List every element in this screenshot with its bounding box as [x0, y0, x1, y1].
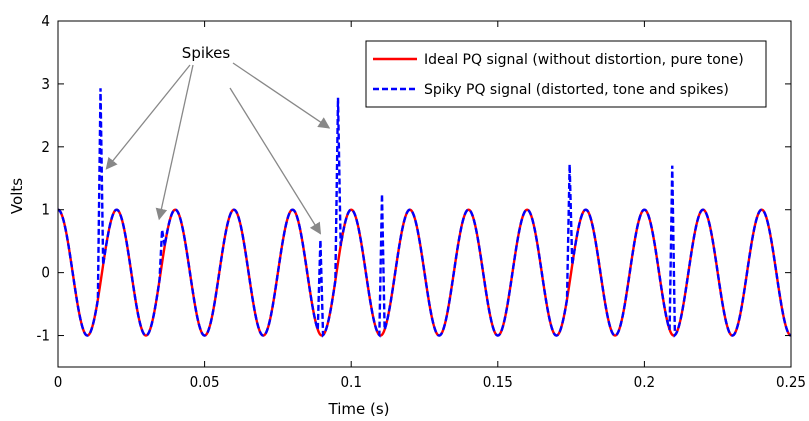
- y-tick-label: 0: [41, 264, 50, 282]
- x-tick-label: 0.1: [340, 373, 361, 391]
- legend-box: [365, 40, 767, 108]
- x-tick-label: 0.05: [190, 373, 220, 391]
- y-tick-label: 3: [41, 75, 50, 93]
- x-tick-label: 0.2: [634, 373, 655, 391]
- legend: Ideal PQ signal (without distortion, pur…: [365, 40, 767, 108]
- series-line-spiky: [57, 88, 792, 338]
- spike-arrow: [229, 87, 322, 235]
- spike-arrow: [155, 64, 194, 221]
- x-tick-label: 0.25: [776, 373, 806, 391]
- x-tick-label: 0.15: [483, 373, 513, 391]
- y-tick-label: 2: [41, 138, 50, 156]
- legend-label-spiky: Spiky PQ signal (distorted, tone and spi…: [424, 82, 729, 98]
- y-tick-label: 1: [41, 201, 50, 219]
- x-axis-label: Time (s): [328, 400, 390, 418]
- ticks-layer: 0 0.05 0.1 0.15 0.2 0.25 -1 0 1 2 3 4: [37, 12, 806, 391]
- legend-label-ideal: Ideal PQ signal (without distortion, pur…: [424, 52, 744, 68]
- y-axis-label: Volts: [8, 178, 26, 214]
- y-tick-label: -1: [37, 327, 50, 345]
- plot-frame: [57, 20, 792, 368]
- spike-arrow: [105, 64, 191, 170]
- annotation-layer: Spikes: [105, 44, 331, 235]
- x-tick-label: 0: [54, 373, 63, 391]
- spikes-annotation: Spikes: [182, 44, 231, 62]
- series-layer: [57, 88, 792, 338]
- y-tick-label: 4: [41, 12, 50, 30]
- spike-arrow: [232, 62, 331, 129]
